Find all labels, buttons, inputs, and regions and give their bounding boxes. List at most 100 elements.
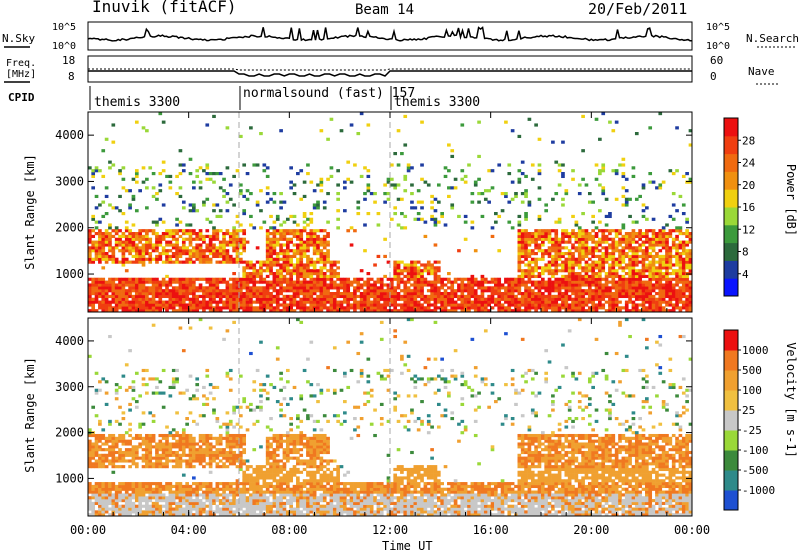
data-cell: [158, 243, 163, 247]
data-cell: [426, 263, 431, 267]
data-cell: [141, 254, 146, 259]
data-cell: [212, 254, 216, 259]
data-cell: [651, 286, 656, 290]
data-cell: [309, 229, 314, 233]
data-cell: [205, 294, 210, 299]
data-cell: [665, 294, 669, 299]
data-cell: [148, 496, 153, 500]
data-cell: [688, 263, 693, 267]
data-cell: [648, 297, 653, 301]
data-cell: [215, 499, 220, 503]
data-cell: [188, 504, 193, 508]
data-cell: [275, 306, 280, 310]
data-cell: [618, 289, 622, 293]
data-cell: [118, 283, 122, 287]
data-cell: [134, 504, 139, 508]
data-cell: [198, 459, 203, 463]
data-cell: [88, 229, 92, 233]
data-cell: [249, 272, 253, 276]
data-cell: [161, 160, 166, 164]
data-cell: [104, 487, 109, 491]
data-cell: [202, 200, 206, 204]
data-cell: [94, 277, 99, 281]
data-cell: [534, 303, 538, 307]
data-cell: [91, 507, 96, 511]
data-cell: [561, 203, 565, 207]
data-cell: [302, 252, 307, 256]
data-cell: [165, 283, 169, 287]
data-cell: [299, 269, 304, 273]
data-cell: [634, 277, 639, 281]
data-cell: [524, 217, 528, 221]
data-cell: [165, 425, 169, 429]
data-cell: [289, 232, 293, 236]
data-cell: [141, 303, 146, 307]
data-cell: [587, 280, 592, 284]
data-cell: [265, 232, 270, 236]
data-cell: [101, 246, 106, 250]
data-cell: [470, 286, 475, 290]
data-cell: [124, 453, 129, 457]
data-cell: [285, 237, 290, 241]
data-cell: [171, 501, 176, 505]
data-cell: [124, 450, 129, 455]
data-cell: [591, 294, 595, 299]
data-cell: [151, 419, 156, 423]
data-cell: [205, 462, 210, 466]
data-cell: [192, 286, 196, 290]
data-cell: [262, 280, 267, 284]
cpid-segment-3: themis 3300: [394, 95, 480, 110]
data-cell: [138, 277, 142, 281]
data-cell: [121, 243, 126, 247]
colorbar-swatch: [724, 171, 738, 190]
data-cell: [426, 309, 431, 313]
data-cell: [121, 456, 126, 460]
data-cell: [279, 129, 283, 133]
data-cell: [591, 254, 595, 259]
data-cell: [296, 252, 300, 256]
data-cell: [681, 300, 686, 304]
data-cell: [192, 501, 196, 505]
data-cell: [319, 189, 324, 193]
data-cell: [645, 229, 649, 233]
data-cell: [460, 277, 465, 281]
data-cell: [628, 260, 632, 264]
data-cell: [222, 237, 226, 241]
data-cell: [527, 272, 532, 276]
data-cell: [195, 499, 200, 503]
data-cell: [185, 277, 189, 281]
data-cell: [289, 180, 293, 184]
data-cell: [561, 283, 565, 287]
data-cell: [467, 286, 471, 290]
data-cell: [406, 300, 411, 304]
data-cell: [504, 306, 508, 310]
data-cell: [561, 303, 565, 307]
data-cell: [319, 177, 324, 181]
data-cell: [188, 303, 193, 307]
data-cell: [118, 240, 122, 244]
data-cell: [594, 234, 599, 239]
data-cell: [88, 234, 92, 239]
data-cell: [658, 292, 663, 296]
data-cell: [507, 289, 512, 293]
data-cell: [145, 450, 149, 455]
data-cell: [175, 300, 179, 304]
data-cell: [577, 254, 582, 259]
data-cell: [98, 422, 102, 426]
data-cell: [467, 277, 471, 281]
data-cell: [554, 229, 559, 233]
data-cell: [665, 254, 669, 259]
data-cell: [312, 297, 317, 301]
data-cell: [393, 277, 398, 281]
data-cell: [410, 183, 414, 187]
data-cell: [151, 229, 156, 233]
data-cell: [541, 254, 545, 259]
data-cell: [108, 257, 112, 261]
data-cell: [322, 243, 327, 247]
data-cell: [631, 292, 636, 296]
data-cell: [450, 303, 455, 307]
data-cell: [661, 266, 666, 270]
data-cell: [175, 297, 179, 301]
data-cell: [171, 496, 176, 500]
data-cell: [101, 487, 106, 491]
